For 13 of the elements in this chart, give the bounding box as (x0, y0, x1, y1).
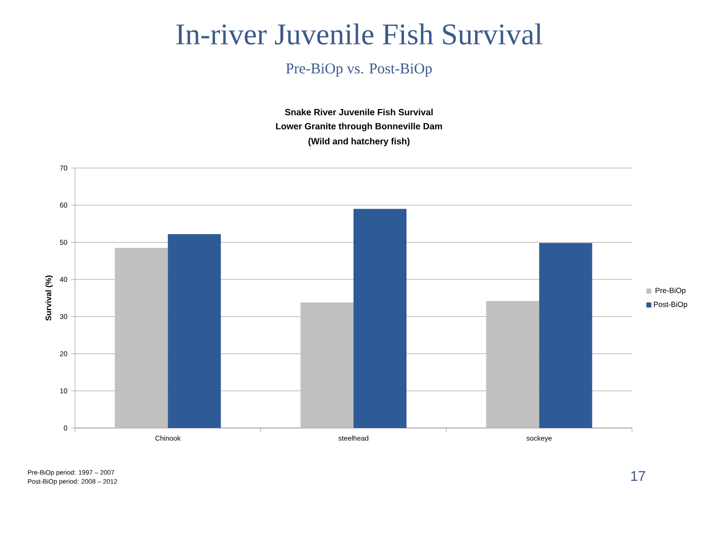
bar (486, 300, 540, 428)
text: 17 (631, 471, 646, 481)
text: Lower Granite through Bonneville Dam (276, 122, 442, 132)
bar (114, 248, 168, 428)
chart-subtitle: Pre-BiOp vs. Post-BiOp (286, 63, 432, 77)
bar (539, 243, 592, 428)
bar (168, 234, 221, 428)
chart-title: In-river Juvenile Fish Survival (176, 23, 542, 45)
text: Snake River Juvenile Fish Survival (284, 108, 433, 116)
bar (354, 208, 406, 428)
y-axis-title: Survival (%) (45, 276, 53, 321)
bar (300, 302, 354, 428)
text: (Wild and hatchery fish) (308, 138, 410, 146)
